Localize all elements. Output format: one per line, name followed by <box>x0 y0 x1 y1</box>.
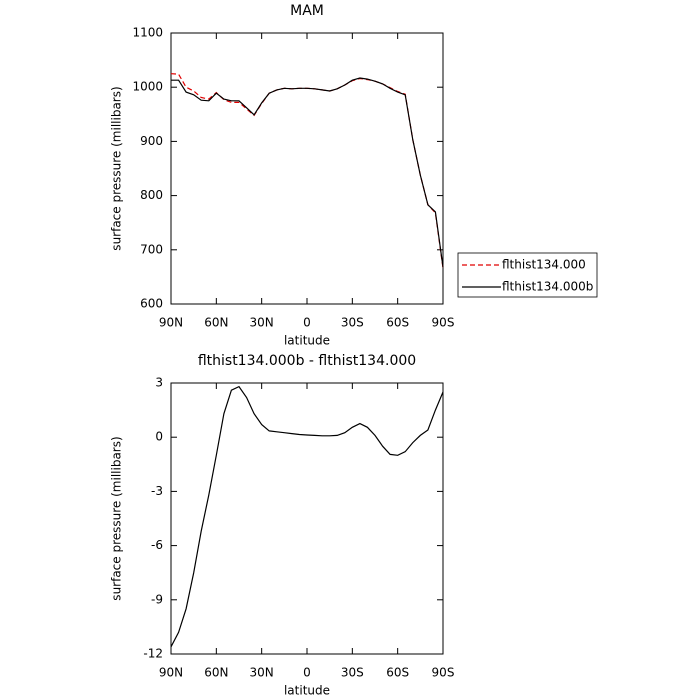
legend-label: flthist134.000 <box>502 258 586 272</box>
data-line <box>170 385 444 648</box>
plot-frame <box>170 32 444 305</box>
x-tick-label: 90N <box>159 316 183 330</box>
legend-box <box>457 252 598 298</box>
y-tick-label: 0 <box>155 430 163 444</box>
x-tick-label: 0 <box>303 666 311 680</box>
data-line <box>170 73 444 269</box>
y-tick-label: 3 <box>155 376 163 390</box>
y-tick-label: -12 <box>143 647 163 661</box>
x-tick-label: 30N <box>250 666 274 680</box>
y-tick-label: 800 <box>140 188 163 202</box>
x-tick-label: 30S <box>341 666 364 680</box>
y-tick-label: 600 <box>140 297 163 311</box>
y-tick-label: 1100 <box>132 26 163 40</box>
chart-title: MAM <box>290 3 324 19</box>
y-tick-label: 900 <box>140 134 163 148</box>
x-tick-label: 30S <box>341 316 364 330</box>
legend-label: flthist134.000b <box>502 280 593 294</box>
x-tick-label: 60N <box>204 316 228 330</box>
y-axis-label: surface pressure (millibars) <box>110 86 124 250</box>
data-line <box>171 77 444 268</box>
x-tick-label: 30N <box>250 316 274 330</box>
x-tick-label: 0 <box>303 316 311 330</box>
y-tick-label: -6 <box>151 538 163 552</box>
plot-frame <box>170 382 444 655</box>
y-tick-label: -3 <box>151 484 163 498</box>
x-tick-label: 60S <box>386 666 409 680</box>
y-axis-label: surface pressure (millibars) <box>110 436 124 600</box>
y-tick-label: -9 <box>151 592 163 606</box>
x-tick-label: 60N <box>204 666 228 680</box>
y-tick-label: 700 <box>140 242 163 256</box>
chart-title: flthist134.000b - flthist134.000 <box>198 353 416 369</box>
x-axis-label: latitude <box>284 684 330 698</box>
x-tick-label: 90S <box>432 666 455 680</box>
x-tick-label: 60S <box>386 316 409 330</box>
x-tick-label: 90S <box>432 316 455 330</box>
x-tick-label: 90N <box>159 666 183 680</box>
y-tick-label: 1000 <box>132 80 163 94</box>
x-axis-label: latitude <box>284 334 330 348</box>
